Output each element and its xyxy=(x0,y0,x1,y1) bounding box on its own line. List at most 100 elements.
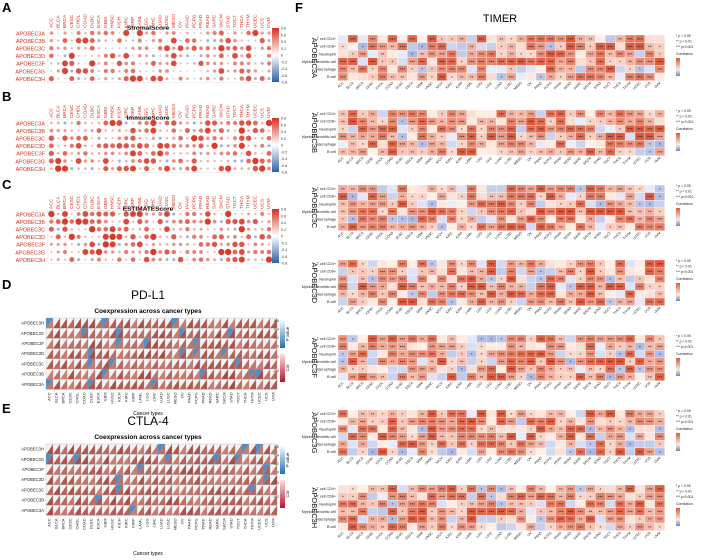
timer-cell xyxy=(417,492,428,501)
timer-sig-mark: * xyxy=(352,269,354,274)
timer-cell xyxy=(476,147,487,156)
dot-cell xyxy=(232,218,238,225)
timer-cell xyxy=(486,342,497,351)
dot-cell xyxy=(117,159,122,163)
timer-cell xyxy=(634,372,646,381)
coexp-p-triangle xyxy=(242,454,249,465)
timer-col-label: TGCT xyxy=(603,81,612,90)
coexp-p-triangle xyxy=(179,369,186,380)
coexp-p-triangle xyxy=(256,495,263,506)
timer-colorbar xyxy=(676,58,680,76)
dot-cell xyxy=(102,241,110,248)
timer-cell xyxy=(575,432,586,441)
row-label-apobec3b: APOBEC3B xyxy=(16,220,45,226)
coexp-cor-triangle xyxy=(46,474,53,485)
coexp-p-triangle xyxy=(53,338,60,349)
timer-sig-mark: *** xyxy=(449,427,455,432)
coexp-p-triangle xyxy=(116,505,123,516)
timer-sig-mark: *** xyxy=(509,135,515,140)
dot-cell xyxy=(55,218,61,225)
coexp-p-triangle xyxy=(116,454,123,465)
dot-cell xyxy=(89,218,95,225)
coexp-p-triangle xyxy=(60,464,67,475)
coexp-p-triangle xyxy=(214,369,221,380)
coexp-cor-triangle xyxy=(256,348,263,359)
dot-cell xyxy=(70,121,74,125)
dot-cell xyxy=(131,227,135,231)
timer-cell xyxy=(397,365,408,374)
timer-sig-mark: *** xyxy=(419,375,425,380)
timer-sig-mark: *** xyxy=(429,427,435,432)
timer-sig-mark: * xyxy=(560,419,562,424)
dot-cell xyxy=(151,242,156,247)
timer-sig-mark: *** xyxy=(568,217,574,222)
col-label-esca: ESCA xyxy=(96,518,101,529)
timer-col-label: LUAD xyxy=(494,381,504,391)
timer-cell xyxy=(654,297,665,306)
timer-sig-mark: ** xyxy=(351,187,355,192)
timer-cell xyxy=(644,290,655,299)
dot-cell xyxy=(90,128,94,133)
timer-sig-mark: *** xyxy=(439,60,445,65)
coexp-p-triangle xyxy=(74,338,81,349)
timer-sig-mark: *** xyxy=(598,44,604,49)
dot-cell xyxy=(63,121,67,125)
coexp-p-triangle xyxy=(67,444,74,455)
coexp-p-triangle xyxy=(144,348,151,359)
coexp-p-triangle xyxy=(242,474,249,485)
title-stromal: StromalScore xyxy=(127,25,170,32)
timer-sig-mark: *** xyxy=(637,44,643,49)
timer-cell xyxy=(575,500,586,508)
pvalue-tick: 0.6 xyxy=(274,319,279,323)
dot-cell xyxy=(245,150,252,157)
coexp-cor-triangle xyxy=(158,328,165,339)
coexp-p-triangle xyxy=(151,358,158,369)
timer-sig-mark: * xyxy=(431,262,433,267)
timer-cell xyxy=(545,432,556,441)
timer-cell xyxy=(446,350,457,358)
coexp-p-triangle xyxy=(123,474,130,485)
timer-sig-mark: * xyxy=(352,52,354,57)
timer-cell xyxy=(624,492,636,501)
coexp-p-triangle xyxy=(228,474,235,485)
coexp-p-triangle xyxy=(172,338,179,349)
dot-cell xyxy=(185,54,190,58)
dot-cell xyxy=(75,68,82,74)
timer-sig-mark: * xyxy=(481,337,483,342)
timer-cell xyxy=(535,342,547,351)
timer-sig-mark: ** xyxy=(658,112,662,117)
timer-gene-label: APOBEC3F xyxy=(310,338,319,378)
dot-cell xyxy=(186,152,189,155)
dot-cell xyxy=(56,242,60,247)
timer-sig-mark: *** xyxy=(588,269,594,274)
dot-cell xyxy=(77,129,80,132)
coexp-cor-triangle xyxy=(172,454,179,465)
dot-cell xyxy=(49,167,53,171)
row-label-apobec3a: APOBEC3A xyxy=(16,212,45,218)
col-label-paad: PAAD xyxy=(185,15,191,28)
title-pdl1: PD-L1 xyxy=(131,288,165,302)
dot-cell xyxy=(145,136,148,140)
timer-cell xyxy=(516,42,527,51)
timer-sig-mark: *** xyxy=(489,127,495,132)
dot-cell xyxy=(96,211,102,217)
dot-cell xyxy=(165,129,169,132)
timer-sig-mark: * xyxy=(441,187,443,192)
dot-cell xyxy=(165,242,169,246)
dot-cell xyxy=(179,32,182,34)
dot-cell xyxy=(226,242,231,247)
dot-cell xyxy=(77,250,80,254)
coexp-cor-triangle xyxy=(193,348,200,359)
timer-sig-mark: ** xyxy=(529,135,533,140)
coexp-cor-triangle xyxy=(228,328,235,339)
coexp-cor-triangle xyxy=(207,474,214,485)
timer-sig-mark: ** xyxy=(589,217,593,222)
timer-correlation-title: Correlation xyxy=(676,202,693,206)
timer-sig-mark: ** xyxy=(618,37,622,42)
timer-sig-mark: ** xyxy=(391,44,395,49)
timer-sig-mark: ** xyxy=(381,487,385,492)
timer-sig-mark: *** xyxy=(657,127,663,132)
timer-cell xyxy=(516,72,527,81)
row-label-apobec3b: APOBEC3B xyxy=(21,372,44,377)
